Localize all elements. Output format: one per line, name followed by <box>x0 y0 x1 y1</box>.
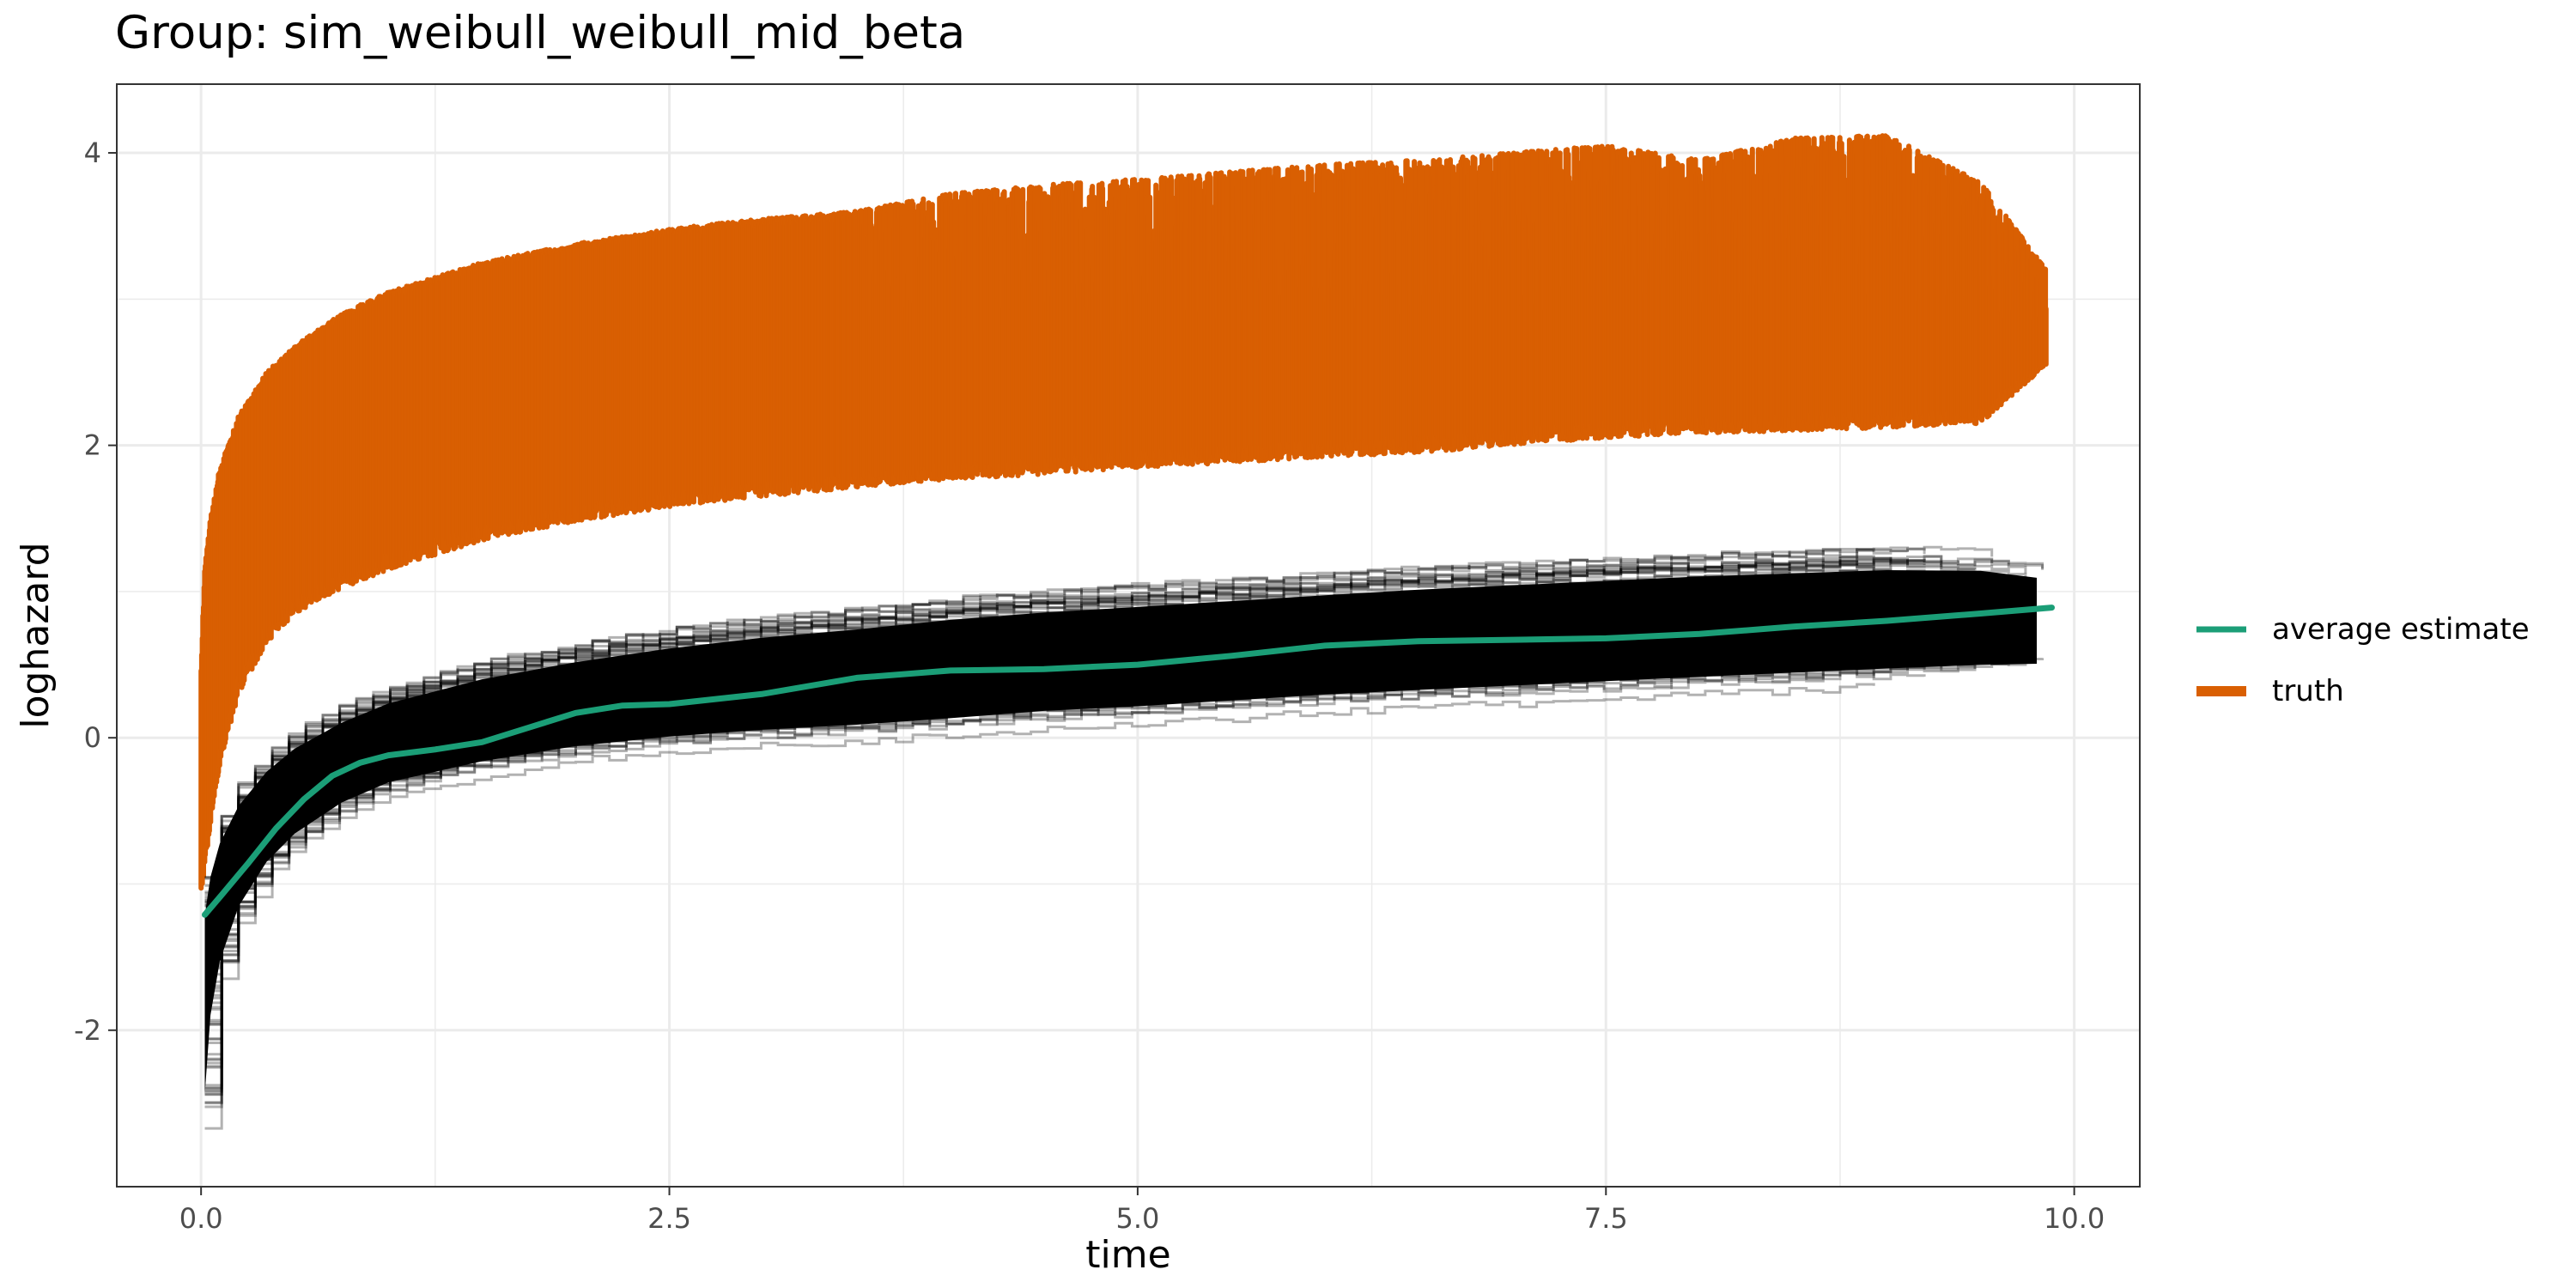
replicate-line <box>204 555 1926 898</box>
y-tick-label: 4 <box>84 137 101 169</box>
y-axis: -2 0 2 4 <box>74 137 117 1047</box>
replicate-line <box>204 655 2010 1090</box>
replicate-line <box>204 660 1959 1090</box>
replicate-line <box>204 562 1893 906</box>
truth-series <box>198 133 2049 891</box>
replicate-line <box>204 549 1874 887</box>
replicate-line <box>204 594 1875 965</box>
replicate-line <box>204 574 1926 933</box>
replicate-line <box>204 593 1926 968</box>
x-tick-label: 2.5 <box>647 1202 691 1235</box>
x-tick-label: 0.0 <box>179 1202 223 1235</box>
replicate-line <box>204 603 2027 983</box>
y-tick-label: -2 <box>74 1014 101 1047</box>
y-tick-label: 0 <box>84 721 101 754</box>
replicate-line <box>204 608 2027 997</box>
replicate-line <box>204 663 2010 1092</box>
replicate-line <box>204 561 2027 908</box>
replicate-line <box>204 592 1926 969</box>
x-tick-label: 10.0 <box>2044 1202 2105 1235</box>
replicate-line <box>204 564 1977 913</box>
replicate-line <box>204 646 1926 1060</box>
data-layer <box>198 133 2055 1130</box>
replicate-line <box>204 610 1926 999</box>
replicate-line <box>204 664 1977 1096</box>
panel-border-rect <box>116 83 2141 1188</box>
replicate-line <box>204 561 1875 908</box>
replicate-line <box>204 569 1875 920</box>
chart-title: Group: sim_weibull_weibull_mid_beta <box>115 7 966 59</box>
replicate-line <box>204 567 1875 914</box>
replicate-line <box>204 548 1909 879</box>
legend-label: average estimate <box>2272 612 2530 647</box>
replicate-line <box>204 606 1893 990</box>
replicate-line <box>204 555 2044 901</box>
x-axis-label: time <box>1085 1233 1170 1277</box>
replicate-line <box>204 665 1977 1104</box>
replicate-line <box>204 645 2027 1061</box>
plot-panel-border <box>116 83 2141 1188</box>
replicate-line <box>204 634 1977 1041</box>
y-axis-label: loghazard <box>14 542 58 728</box>
replicate-line <box>204 653 1875 1069</box>
replicate-line <box>204 613 1994 1005</box>
x-axis: 0.0 2.5 5.0 7.5 10.0 <box>179 1187 2105 1235</box>
replicate-line <box>204 598 1893 976</box>
legend: average estimate truth <box>2196 612 2530 708</box>
replicate-line <box>204 556 1926 894</box>
replicate-line <box>204 568 2027 921</box>
replicate-line <box>204 574 1994 929</box>
replicate-line <box>204 558 2010 903</box>
replicate-estimates <box>204 545 2044 1130</box>
replicate-line <box>204 572 2027 927</box>
replicate-line <box>204 645 1959 1065</box>
replicate-line <box>204 586 1926 950</box>
x-tick-label: 5.0 <box>1115 1202 1159 1235</box>
legend-label: truth <box>2272 674 2344 708</box>
replicate-line <box>204 648 1994 1068</box>
replicate-line <box>204 671 1875 1109</box>
replicate-line <box>204 662 1943 1097</box>
replicate-line <box>204 545 1994 879</box>
replicate-line <box>204 558 1943 904</box>
replicate-line <box>204 547 1926 880</box>
replicate-line <box>204 642 1875 1056</box>
replicate-line <box>204 683 1875 1130</box>
replicate-band <box>204 570 2037 1095</box>
replicate-line <box>204 557 2044 902</box>
x-tick-label: 7.5 <box>1584 1202 1628 1235</box>
replicate-line <box>204 581 1859 940</box>
average-estimate-line <box>202 605 2055 918</box>
average-estimate-series <box>202 605 2055 918</box>
replicate-line <box>204 609 1994 993</box>
replicate-line <box>204 654 2027 1087</box>
replicate-line <box>204 606 1875 987</box>
replicate-line <box>204 671 1926 1105</box>
replicate-line <box>204 555 1959 896</box>
replicate-line <box>204 618 1994 1011</box>
replicate-line <box>204 623 1909 1026</box>
replicate-line <box>204 658 2044 1093</box>
y-tick-label: 2 <box>84 429 101 462</box>
